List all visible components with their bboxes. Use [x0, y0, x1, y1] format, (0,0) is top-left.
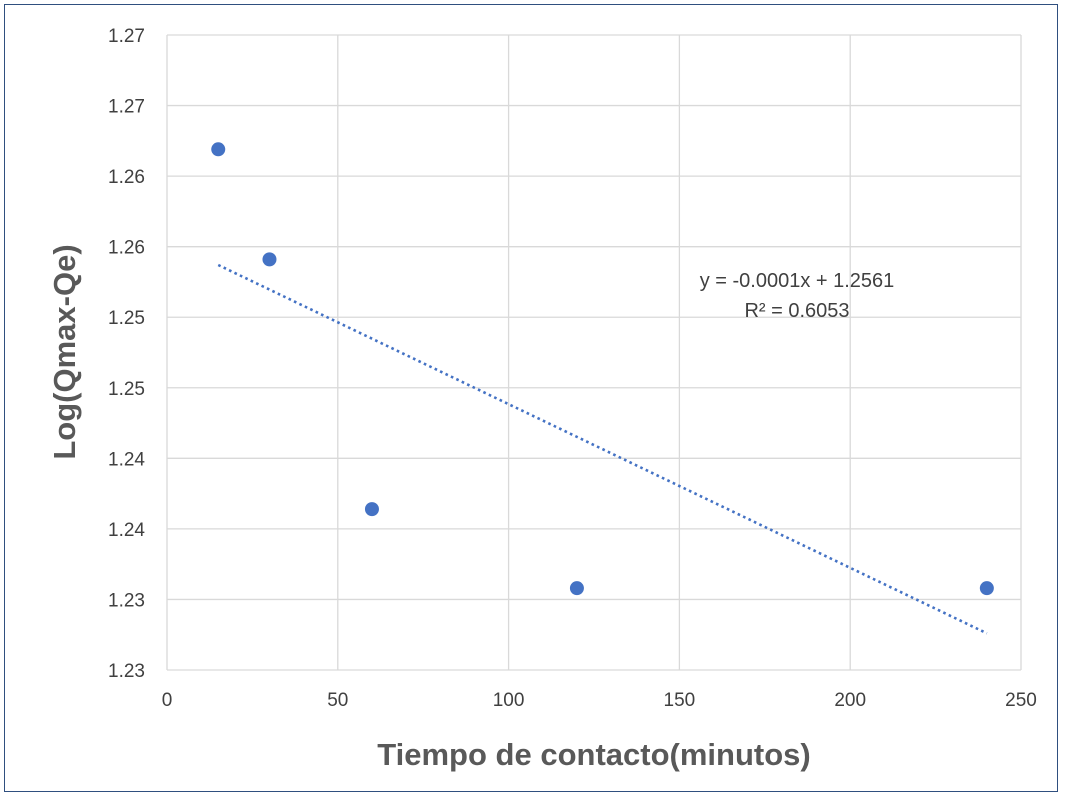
y-tick-label: 1.27	[108, 26, 145, 47]
x-tick-labels: 0 50 100 150 200 250	[162, 690, 1037, 711]
trendline-group	[217, 263, 988, 635]
chart-frame	[4, 4, 1058, 792]
x-tick-label: 150	[664, 690, 696, 711]
x-tick-label: 50	[327, 690, 348, 711]
y-tick-label: 1.23	[108, 661, 145, 682]
y-tick-label: 1.23	[108, 590, 145, 611]
y-tick-label: 1.25	[108, 308, 145, 329]
data-point	[569, 581, 584, 596]
y-axis-title: Log(Qmax-Qe)	[47, 244, 82, 459]
y-tick-label: 1.26	[108, 238, 145, 259]
x-tick-label: 200	[834, 690, 866, 711]
data-point	[262, 252, 277, 267]
data-point	[211, 142, 226, 157]
gridlines	[166, 34, 1022, 671]
x-tick-label: 100	[493, 690, 525, 711]
trendline	[217, 263, 988, 635]
y-tick-label: 1.24	[108, 520, 145, 541]
trendline-r-squared: R² = 0.6053	[744, 300, 849, 322]
trendline-equation: y = -0.0001x + 1.2561	[700, 270, 895, 292]
y-tick-label: 1.25	[108, 379, 145, 400]
y-tick-label: 1.27	[108, 97, 145, 118]
data-point	[979, 581, 994, 596]
x-axis-title: Tiempo de contacto(minutos)	[377, 737, 810, 772]
y-tick-label: 1.26	[108, 167, 145, 188]
data-points	[211, 142, 994, 596]
x-tick-label: 250	[1005, 690, 1037, 711]
data-point	[364, 502, 379, 517]
y-tick-label: 1.24	[108, 449, 145, 470]
x-tick-label: 0	[162, 690, 173, 711]
y-tick-labels: 1.23 1.23 1.24 1.24 1.25 1.25 1.26 1.26 1.27 1.27	[108, 26, 145, 682]
